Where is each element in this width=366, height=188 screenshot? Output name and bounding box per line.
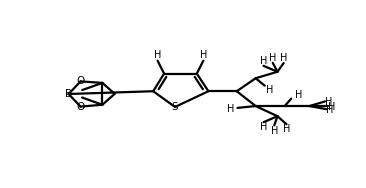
- Text: H: H: [199, 50, 207, 60]
- Text: H: H: [270, 126, 278, 136]
- Text: H: H: [325, 97, 332, 107]
- Text: O: O: [76, 102, 85, 112]
- Text: H: H: [260, 56, 267, 66]
- Text: H: H: [269, 53, 276, 63]
- Text: H: H: [295, 90, 302, 100]
- Text: H: H: [283, 124, 290, 134]
- Text: H: H: [328, 102, 335, 112]
- Text: H: H: [326, 105, 334, 115]
- Text: H: H: [280, 53, 287, 63]
- Text: H: H: [227, 104, 234, 114]
- Text: H: H: [266, 85, 274, 95]
- Text: H: H: [154, 50, 161, 60]
- Text: O: O: [76, 76, 85, 86]
- Text: S: S: [172, 102, 178, 112]
- Text: B: B: [65, 89, 72, 99]
- Text: H: H: [260, 122, 267, 132]
